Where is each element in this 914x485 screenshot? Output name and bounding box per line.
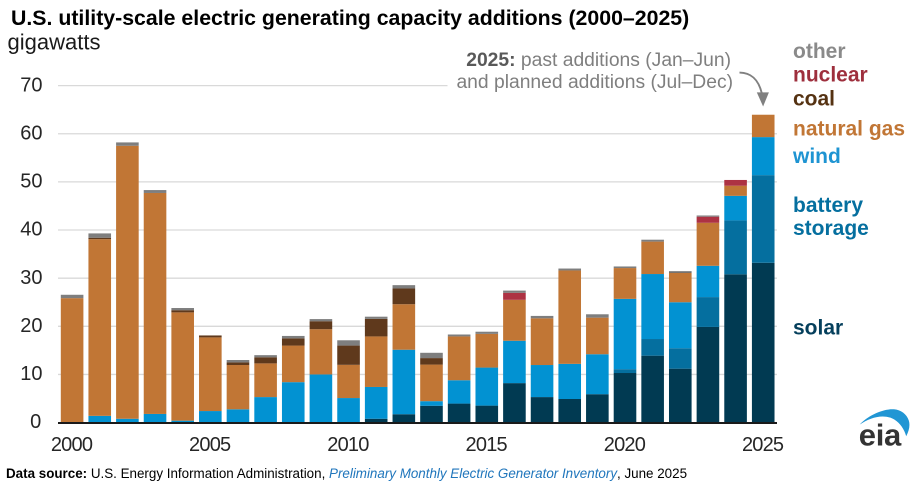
svg-text:eia: eia	[859, 417, 902, 452]
svg-text:2010: 2010	[327, 434, 369, 456]
svg-text:50: 50	[20, 171, 42, 193]
svg-text:70: 70	[20, 74, 42, 96]
svg-text:battery: battery	[793, 194, 863, 217]
svg-text:and planned additions (Jul–Dec: and planned additions (Jul–Dec)	[456, 72, 733, 93]
svg-text:20: 20	[20, 315, 42, 337]
svg-text:wind: wind	[792, 145, 841, 168]
svg-text:nuclear: nuclear	[793, 64, 868, 87]
svg-text:natural gas: natural gas	[793, 118, 905, 141]
svg-text:U.S. utility-scale electric ge: U.S. utility-scale electric generating c…	[11, 6, 689, 30]
svg-text:0: 0	[30, 411, 41, 433]
svg-text:2025: past additions (Jan–Jun): 2025: past additions (Jan–Jun)	[466, 50, 731, 71]
svg-text:2025: 2025	[742, 434, 784, 456]
svg-text:60: 60	[20, 122, 42, 144]
svg-text:2020: 2020	[604, 434, 646, 456]
svg-text:Data source: U.S. Energy Infor: Data source: U.S. Energy Information Adm…	[6, 466, 687, 481]
svg-text:2005: 2005	[189, 434, 231, 456]
svg-text:other: other	[793, 40, 846, 63]
svg-text:40: 40	[20, 219, 42, 241]
svg-text:storage: storage	[793, 217, 869, 240]
svg-text:solar: solar	[793, 317, 843, 340]
svg-text:2015: 2015	[466, 434, 508, 456]
svg-text:10: 10	[20, 363, 42, 385]
svg-text:2000: 2000	[51, 434, 93, 456]
svg-text:30: 30	[20, 267, 42, 289]
svg-text:coal: coal	[793, 88, 835, 111]
svg-text:gigawatts: gigawatts	[8, 30, 101, 55]
